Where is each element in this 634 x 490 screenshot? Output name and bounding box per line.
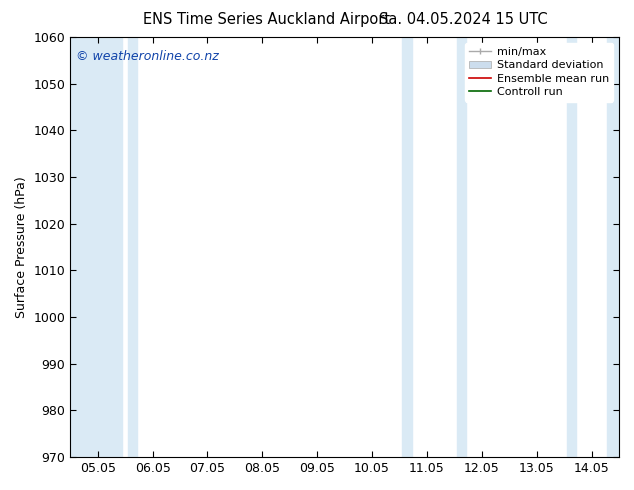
- Bar: [607, 37, 619, 457]
- Bar: [457, 37, 467, 457]
- Bar: [128, 37, 137, 457]
- Y-axis label: Surface Pressure (hPa): Surface Pressure (hPa): [15, 176, 28, 318]
- Text: © weatheronline.co.nz: © weatheronline.co.nz: [76, 50, 219, 63]
- Bar: [567, 37, 576, 457]
- Text: Sa. 04.05.2024 15 UTC: Sa. 04.05.2024 15 UTC: [378, 12, 547, 27]
- Text: ENS Time Series Auckland Airport: ENS Time Series Auckland Airport: [143, 12, 390, 27]
- Bar: [402, 37, 411, 457]
- Legend: min/max, Standard deviation, Ensemble mean run, Controll run: min/max, Standard deviation, Ensemble me…: [465, 43, 614, 101]
- Bar: [70, 37, 122, 457]
